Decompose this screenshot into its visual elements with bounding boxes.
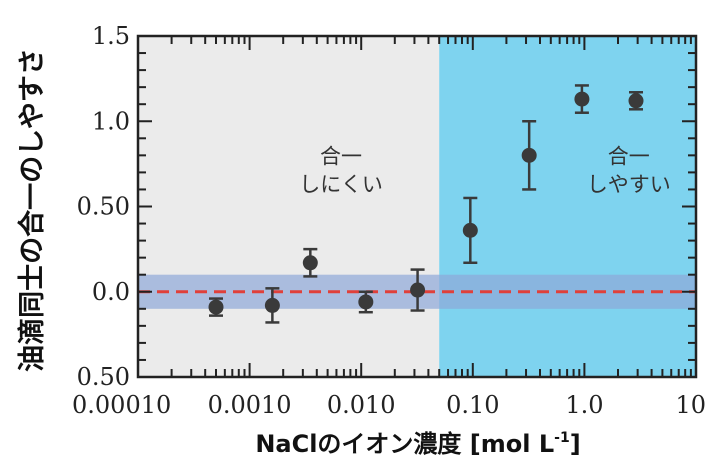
x-tick-label: 0.010 — [327, 391, 396, 419]
data-point — [628, 91, 644, 111]
region-2-label-line2: しやすい — [587, 173, 671, 197]
point-marker — [264, 297, 280, 313]
axis-ticks — [137, 35, 696, 378]
x-tick-label: 0.10 — [446, 391, 499, 419]
data-point — [462, 196, 478, 265]
point-marker — [521, 147, 537, 163]
data-point — [358, 290, 374, 314]
region-2-background — [439, 36, 696, 377]
x-tick-label: 10 — [675, 391, 706, 419]
region-2-label-line1: 合一 — [608, 145, 650, 169]
x-tick-label: 0.0010 — [208, 391, 292, 419]
tick-labels: 0.00010 0.0010 0.010 0.10 1.0 10 1.5 1.0 0.50 0.0… — [72, 22, 706, 419]
y-tick-label: 0.0 — [92, 278, 130, 306]
data-point — [574, 84, 590, 114]
background-regions — [138, 36, 696, 377]
x-tick-label: 1.0 — [565, 391, 603, 419]
point-marker — [302, 255, 318, 271]
point-marker — [358, 294, 374, 310]
point-marker — [574, 91, 590, 107]
point-marker — [410, 282, 426, 298]
x-axis-title: NaClのイオン濃度 [mol L-1] — [255, 430, 580, 458]
region-1-background — [138, 36, 440, 377]
y-tick-label: 1.0 — [92, 107, 130, 135]
data-point — [410, 268, 426, 312]
y-tick-label: 0.50 — [77, 193, 130, 221]
data-points — [208, 84, 644, 324]
data-point — [302, 247, 318, 278]
region-1-label-line2: しにくい — [299, 173, 383, 197]
x-tick-label: 0.00010 — [72, 391, 171, 419]
data-point — [521, 120, 537, 191]
y-tick-label: 1.5 — [92, 22, 130, 50]
y-tick-label: 0.50 — [77, 363, 130, 391]
y-axis-title: 油滴同士の合一のしやすさ — [16, 48, 48, 372]
point-marker — [208, 299, 224, 315]
region-1-label-line1: 合一 — [320, 145, 362, 169]
point-marker — [462, 222, 478, 238]
point-marker — [628, 93, 644, 109]
data-point — [264, 287, 280, 324]
data-point — [208, 297, 224, 317]
